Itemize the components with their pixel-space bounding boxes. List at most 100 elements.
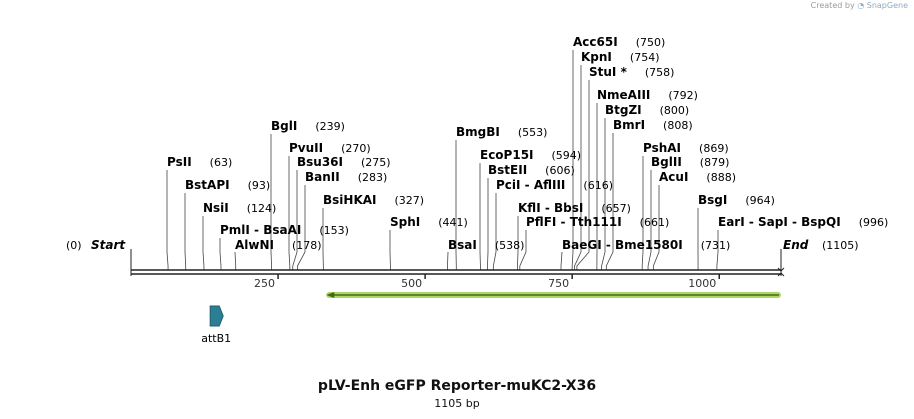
- site-position: (792): [668, 89, 698, 102]
- cut-line: [519, 230, 527, 270]
- site-name: NmeAIII: [597, 88, 650, 102]
- site-name: SphI: [390, 215, 420, 229]
- start-position: (0): [66, 239, 82, 252]
- tick-label: 250: [254, 277, 275, 290]
- end-label: End: [783, 238, 809, 252]
- cut-line: [184, 193, 187, 270]
- cut-line: [641, 156, 644, 270]
- site-name: AlwNI: [235, 238, 274, 252]
- site-labels: PsII (63) BstAPI (93) NsiI (124) PmlI - BsaAI (…: [167, 35, 888, 252]
- site-name: StuI *: [589, 65, 628, 79]
- site-position: (270): [341, 142, 371, 155]
- cut-line: [605, 133, 614, 270]
- site-name: BglII: [651, 155, 682, 169]
- site-name: KflI - BbsI: [518, 201, 583, 215]
- site-position: (754): [630, 51, 660, 64]
- site-position: (153): [319, 224, 349, 237]
- cut-line: [234, 251, 237, 270]
- site-position: (178): [292, 239, 322, 252]
- feature-arrow-icon: [209, 305, 224, 327]
- site-position: (327): [395, 194, 425, 207]
- cut-line: [571, 50, 574, 270]
- site-position: (283): [358, 171, 388, 184]
- site-position: (538): [495, 239, 525, 252]
- site-position: (657): [601, 202, 631, 215]
- orf-arrowhead-icon: [326, 292, 335, 298]
- cut-line: [647, 170, 652, 270]
- cut-line: [574, 65, 582, 270]
- cut-line: [447, 251, 449, 270]
- site-position: (239): [315, 120, 345, 133]
- site-position: (758): [645, 66, 675, 79]
- site-name: BstAPI: [185, 178, 230, 192]
- site-position: (124): [247, 202, 277, 215]
- site-name: PciI - AflIII: [496, 178, 565, 192]
- site-position: (93): [248, 179, 271, 192]
- feature-label: attB1: [201, 332, 231, 345]
- snapgene-logo-icon: ◔: [857, 1, 865, 10]
- tick-label: 1000: [688, 277, 716, 290]
- map-title: pLV-Enh eGFP Reporter-muKC2-X36: [317, 378, 597, 394]
- watermark-brand: SnapGene: [866, 1, 908, 10]
- cut-line: [517, 216, 519, 270]
- cut-line: [487, 178, 489, 270]
- site-name: BtgZI: [605, 103, 642, 117]
- features: attB1: [201, 305, 231, 345]
- site-name: BsaI: [448, 238, 477, 252]
- tick-label: 750: [548, 277, 569, 290]
- site-name: BmgBI: [456, 125, 500, 139]
- site-name: EarI - SapI - BspQI: [718, 215, 841, 229]
- site-name: NsiI: [203, 201, 229, 215]
- cut-line: [270, 134, 272, 270]
- start-label: Start: [91, 238, 126, 252]
- cut-line: [166, 170, 169, 270]
- cut-line: [288, 156, 291, 270]
- cut-line: [652, 185, 660, 270]
- site-name: PflFI - Tth111I: [526, 215, 622, 229]
- watermark-prefix: Created by: [810, 1, 855, 10]
- site-position: (800): [660, 104, 690, 117]
- site-name: Bsu36I: [297, 155, 343, 169]
- site-position: (661): [640, 216, 670, 229]
- cut-line: [292, 170, 298, 270]
- ruler-ticks: 250 500 750 1000: [254, 274, 720, 290]
- site-name: EcoP15I: [480, 148, 534, 162]
- feature-attb1: attB1: [201, 305, 231, 345]
- site-name: BstEII: [488, 163, 527, 177]
- site-position: (879): [700, 156, 730, 169]
- site-name: PvuII: [289, 141, 323, 155]
- site-position: (964): [745, 194, 775, 207]
- site-position: (63): [210, 156, 233, 169]
- site-name: Acc65I: [573, 35, 618, 49]
- cut-line: [576, 80, 590, 270]
- site-position: (616): [583, 179, 613, 192]
- end-break-icon: [777, 267, 785, 277]
- site-name: BmrI: [613, 118, 645, 132]
- site-position: (606): [545, 164, 575, 177]
- site-position: (808): [663, 119, 693, 132]
- site-name: BglI: [271, 119, 297, 133]
- site-name: PmlI - BsaAI: [220, 223, 301, 237]
- cut-line: [219, 238, 222, 270]
- site-position: (996): [859, 216, 889, 229]
- orf-arrow: [326, 292, 781, 298]
- site-lines: [166, 50, 719, 270]
- cut-line: [492, 193, 497, 270]
- cut-line: [716, 230, 719, 270]
- site-name: AcuI: [659, 170, 688, 184]
- map-ends: (0) Start End (1105): [66, 238, 859, 252]
- site-name: BsgI: [698, 193, 727, 207]
- backbone: [130, 249, 785, 277]
- site-name: PsII: [167, 155, 192, 169]
- site-position: (553): [518, 126, 548, 139]
- snapgene-watermark: Created by ◔ SnapGene: [811, 1, 908, 10]
- site-name: BanII: [305, 170, 340, 184]
- site-position: (888): [706, 171, 736, 184]
- end-position: (1105): [822, 239, 859, 252]
- site-position: (731): [701, 239, 731, 252]
- tick-label: 500: [401, 277, 422, 290]
- map-length: 1105 bp: [434, 397, 480, 410]
- site-position: (869): [699, 142, 729, 155]
- site-name: PshAI: [643, 141, 681, 155]
